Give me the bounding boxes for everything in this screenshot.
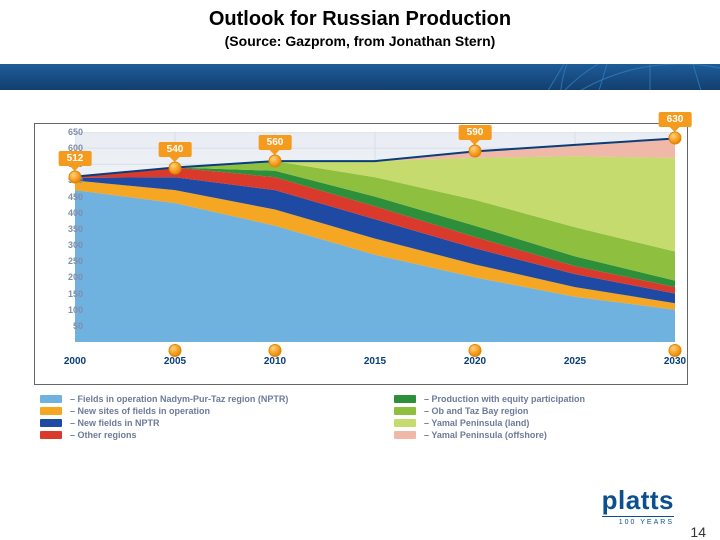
x-year-marker-icon: [469, 344, 482, 357]
total-point-icon: [69, 170, 82, 183]
x-tick-label: 2020: [464, 356, 486, 367]
legend-label: – Yamal Peninsula (land): [424, 418, 529, 428]
callout-value: 590: [459, 125, 492, 140]
logo-tagline: 100 YEARS: [602, 516, 674, 526]
legend-item: – Production with equity participation: [394, 394, 684, 404]
legend-swatch: [40, 407, 62, 415]
legend-item: – Fields in operation Nadym-Pur-Taz regi…: [40, 394, 360, 404]
total-point-icon: [269, 155, 282, 168]
legend-right-col: – Production with equity participation – …: [394, 392, 684, 442]
y-tick-label: 150: [68, 289, 83, 299]
callout-value: 540: [159, 142, 192, 157]
total-point-icon: [169, 161, 182, 174]
y-tick-label: 250: [68, 256, 83, 266]
x-tick-label: 2025: [564, 356, 586, 367]
legend-left-col: – Fields in operation Nadym-Pur-Taz regi…: [40, 392, 360, 442]
legend-item: – Ob and Taz Bay region: [394, 406, 684, 416]
y-tick-label: 350: [68, 224, 83, 234]
chart-plot: [75, 132, 675, 342]
legend-swatch: [394, 419, 416, 427]
legend-swatch: [40, 419, 62, 427]
y-tick-label: 100: [68, 305, 83, 315]
legend-swatch: [394, 395, 416, 403]
legend-label: – Ob and Taz Bay region: [424, 406, 528, 416]
legend-label: – Fields in operation Nadym-Pur-Taz regi…: [70, 394, 288, 404]
legend-swatch: [40, 431, 62, 439]
legend-item: – Yamal Peninsula (land): [394, 418, 684, 428]
legend-swatch: [394, 431, 416, 439]
legend-swatch: [394, 407, 416, 415]
x-year-marker-icon: [669, 344, 682, 357]
x-tick-label: 2030: [664, 356, 686, 367]
y-tick-label: 200: [68, 272, 83, 282]
legend-swatch: [40, 395, 62, 403]
callout-value: 512: [59, 151, 92, 166]
legend-item: – Other regions: [40, 430, 360, 440]
platts-logo: platts 100 YEARS: [602, 485, 674, 526]
y-tick-label: 650: [68, 127, 83, 137]
total-callout: 512: [59, 151, 92, 166]
slide-title: Outlook for Russian Production: [0, 8, 720, 31]
total-point-icon: [469, 145, 482, 158]
legend-label: – New fields in NPTR: [70, 418, 160, 428]
y-tick-label: 300: [68, 240, 83, 250]
page-number: 14: [690, 524, 706, 540]
logo-brand: platts: [602, 485, 674, 516]
x-year-marker-icon: [269, 344, 282, 357]
slide-subtitle: (Source: Gazprom, from Jonathan Stern): [0, 33, 720, 49]
legend-label: – Other regions: [70, 430, 137, 440]
callout-value: 560: [259, 135, 292, 150]
legend-label: – Yamal Peninsula (offshore): [424, 430, 547, 440]
slide: Outlook for Russian Production (Source: …: [0, 8, 720, 540]
legend-item: – New fields in NPTR: [40, 418, 360, 428]
area-chart-svg: [75, 132, 675, 342]
callout-value: 630: [659, 112, 692, 127]
x-year-marker-icon: [169, 344, 182, 357]
legend-label: – Production with equity participation: [424, 394, 585, 404]
globe-grid-icon: [0, 64, 720, 90]
y-tick-label: 400: [68, 208, 83, 218]
legend-label: – New sites of fields in operation: [70, 406, 210, 416]
legend-item: – New sites of fields in operation: [40, 406, 360, 416]
y-tick-label: 450: [68, 192, 83, 202]
x-tick-label: 2010: [264, 356, 286, 367]
legend-item: – Yamal Peninsula (offshore): [394, 430, 684, 440]
x-tick-label: 2005: [164, 356, 186, 367]
total-callout: 540: [159, 142, 192, 157]
x-tick-label: 2000: [64, 356, 86, 367]
header-band: [0, 64, 720, 90]
total-callout: 560: [259, 135, 292, 150]
y-tick-label: 50: [73, 321, 83, 331]
total-callout: 630: [659, 112, 692, 127]
total-callout: 590: [459, 125, 492, 140]
total-point-icon: [669, 132, 682, 145]
x-tick-label: 2015: [364, 356, 386, 367]
chart-container: 50100150200250300350400450500550600650 2…: [34, 123, 688, 385]
